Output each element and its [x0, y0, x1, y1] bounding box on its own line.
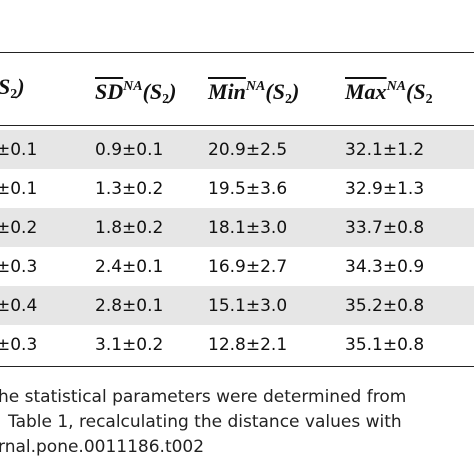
top-rule — [0, 52, 474, 53]
header-close: ) — [17, 74, 25, 99]
column-header: MaxNA(S2 — [345, 75, 433, 112]
footnote-line: Table 1, recalculating the distance valu… — [8, 412, 402, 432]
header-superscript: NA — [386, 79, 407, 94]
header-subscript: 2 — [425, 92, 433, 107]
table-cell: 3.1±0.2 — [95, 335, 164, 355]
header-argument: S — [0, 74, 10, 99]
header-name: Min — [208, 79, 246, 104]
table-cell: 12.8±2.1 — [208, 335, 288, 355]
table-cell: 32.1±1.2 — [345, 140, 425, 160]
table-cell: 2.8±0.1 — [95, 296, 164, 316]
footnote-line: rnal.pone.0011186.t002 — [0, 437, 205, 457]
table-cell: 34.3±0.9 — [345, 257, 425, 277]
row-shade — [0, 286, 474, 325]
table-cell: ±0.3 — [0, 257, 38, 277]
column-header: S2) — [0, 75, 25, 107]
row-shade — [0, 130, 474, 169]
bottom-rule — [0, 366, 474, 367]
table-cell: 1.3±0.2 — [95, 179, 164, 199]
header-superscript: NA — [123, 79, 143, 94]
header-subscript: 2 — [284, 92, 292, 107]
header-argument: (S — [142, 79, 163, 104]
table-cell: 2.4±0.1 — [95, 257, 164, 277]
header-subscript: 2 — [162, 92, 170, 107]
header-name: SD — [95, 79, 124, 104]
table-cell: ±0.1 — [0, 179, 38, 199]
table-cell: 33.7±0.8 — [345, 218, 425, 238]
header-argument: (S — [265, 79, 285, 104]
header-close: ) — [169, 79, 177, 104]
table-cell: 35.2±0.8 — [345, 296, 425, 316]
table-cell: 15.1±3.0 — [208, 296, 288, 316]
table-cell: 20.9±2.5 — [208, 140, 288, 160]
column-header: SDNA(S2) — [95, 75, 176, 112]
header-close: ) — [291, 79, 300, 104]
column-header: MinNA(S2) — [208, 75, 299, 112]
table-cell: 35.1±0.8 — [345, 335, 425, 355]
table-cell: 1.8±0.2 — [95, 218, 164, 238]
table-cell: 0.9±0.1 — [95, 140, 164, 160]
header-superscript: NA — [245, 79, 266, 94]
table-cell: ±0.4 — [0, 296, 38, 316]
table-cell: 19.5±3.6 — [208, 179, 288, 199]
table-cell: 32.9±1.3 — [345, 179, 425, 199]
header-subscript: 2 — [10, 87, 18, 102]
table-cell: 16.9±2.7 — [208, 257, 288, 277]
table-cell: ±0.1 — [0, 140, 38, 160]
header-argument: (S — [406, 79, 426, 104]
header-rule — [0, 125, 474, 126]
table-cell: ±0.3 — [0, 335, 38, 355]
table-cell: 18.1±3.0 — [208, 218, 288, 238]
footnote-line: he statistical parameters were determine… — [0, 387, 407, 407]
table-cell: ±0.2 — [0, 218, 38, 238]
header-name: Max — [345, 79, 387, 104]
row-shade — [0, 208, 474, 247]
